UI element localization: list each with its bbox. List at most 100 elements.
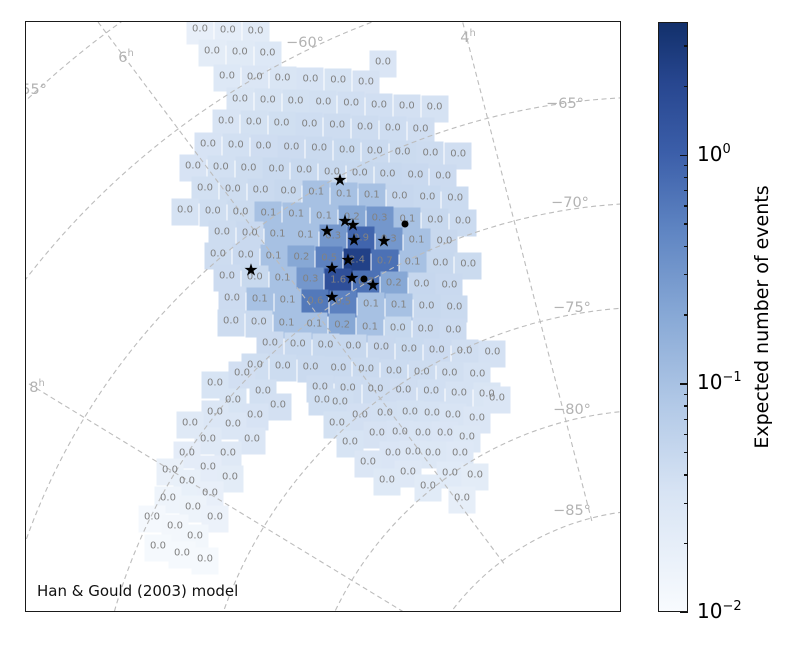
tile-value-label: 0.7 xyxy=(376,255,393,267)
tile-value-label: 0.0 xyxy=(366,145,383,157)
tile-value-label: 0.0 xyxy=(371,99,387,110)
tile-value-label: 0.0 xyxy=(259,47,276,59)
tile-value-label: 0.1 xyxy=(260,207,277,219)
tile-value-label: 0.0 xyxy=(212,161,229,173)
heatmap-tile xyxy=(351,115,379,142)
event-star-marker: ★ xyxy=(243,260,259,281)
tile-value-label: 0.0 xyxy=(144,511,160,523)
tile-value-label: 0.0 xyxy=(469,368,486,380)
heatmap-tile xyxy=(373,468,401,496)
tile-value-label: 0.0 xyxy=(179,475,195,487)
event-star-marker: ★ xyxy=(340,250,356,271)
tile-value-label: 0.0 xyxy=(423,385,440,397)
tile-value-label: 0.1 xyxy=(274,272,291,284)
tile-value-label: 0.0 xyxy=(401,343,417,354)
tile-value-label: 0.0 xyxy=(192,23,208,35)
tile-value-label: 0.0 xyxy=(227,139,244,151)
tile-value-label: 0.1 xyxy=(308,186,325,198)
tile-value-label: 0.0 xyxy=(351,167,368,179)
tile-value-label: 0.0 xyxy=(352,409,368,421)
tile-value-label: 0.0 xyxy=(405,446,421,458)
tile-value-label: 0.0 xyxy=(200,138,216,150)
tile-value-label: 0.0 xyxy=(197,182,213,194)
tile-value-label: 0.0 xyxy=(289,338,306,350)
tile-value-label: 0.0 xyxy=(402,406,418,418)
tile-value-label: 0.0 xyxy=(445,409,461,421)
colorbar-minor-tick xyxy=(683,405,688,407)
tile-value-label: 0.0 xyxy=(247,25,264,37)
heatmap-tile xyxy=(240,110,268,138)
tile-value-label: 0.0 xyxy=(441,279,458,291)
heatmap-tile xyxy=(246,287,274,315)
tile-value-label: 0.0 xyxy=(417,323,434,335)
tile-labels-layer: 0.0 0.0 0.0 0.0 0.0 0.0 0.0 0.0 0.0 0.0 0.0 0.0 0.0 0… xyxy=(26,22,620,611)
event-star-marker: ★ xyxy=(345,215,361,236)
event-star-marker: ★ xyxy=(376,231,392,252)
tile-value-label: 0.0 xyxy=(280,185,297,197)
tile-value-label: 0.0 xyxy=(283,141,300,153)
tile-value-label: 0.0 xyxy=(467,469,483,481)
tile-value-label: 0.1 xyxy=(251,293,268,305)
event-markers-layer: ★ ★ ★ ★ ★ ★ ★ ★ ★ ★ ★ ★ xyxy=(26,22,620,611)
tile-value-label: 0.0 xyxy=(234,367,250,379)
tile-value-label: 0.0 xyxy=(204,45,220,57)
tile-value-label: 0.0 xyxy=(447,192,464,204)
tile-value-label: 0.0 xyxy=(179,447,195,459)
model-annotation: Han & Gould (2003) model xyxy=(37,582,239,600)
tile-value-label: 0.0 xyxy=(389,322,406,334)
tile-value-label: 0.0 xyxy=(329,417,345,429)
tile-value-label: 0.0 xyxy=(339,382,356,394)
tile-value-label: 0.0 xyxy=(273,117,290,129)
tile-value-label: 0.0 xyxy=(225,394,241,406)
colorbar-major-tick xyxy=(680,612,688,614)
tile-value-label: 0.0 xyxy=(237,249,254,261)
tile-value-label: 0.0 xyxy=(392,426,408,438)
tile-value-label: 0.0 xyxy=(200,433,216,445)
tile-value-label: 0.0 xyxy=(413,278,430,290)
colorbar-tick-label: 10−2 xyxy=(697,598,742,623)
colorbar-tick-label: 10−1 xyxy=(697,370,742,395)
tile-value-label: 0.0 xyxy=(220,447,236,459)
event-star-marker: ★ xyxy=(346,230,362,251)
heatmap-tile xyxy=(138,505,166,533)
tile-value-label: 0.0 xyxy=(223,315,239,327)
tile-value-label: 0.0 xyxy=(426,101,443,113)
tile-value-label: 0.0 xyxy=(345,340,362,352)
tile-value-label: 0.5 xyxy=(321,252,338,264)
tile-value-label: 0.0 xyxy=(441,367,458,379)
tile-value-label: 0.0 xyxy=(315,96,332,108)
dec-label: −55° xyxy=(26,82,47,98)
tile-value-label: 0.0 xyxy=(413,366,430,378)
tile-value-label: 0.0 xyxy=(232,93,248,105)
heatmap-tile xyxy=(168,541,196,569)
tile-value-label: 0.0 xyxy=(204,205,221,217)
heatmap-tile xyxy=(213,64,241,92)
tile-value-label: 0.0 xyxy=(302,361,319,373)
colorbar-minor-tick xyxy=(683,85,688,88)
tile-value-label: 0.9 xyxy=(353,232,369,243)
heatmap-tile xyxy=(212,109,240,137)
tile-value-label: 0.0 xyxy=(207,377,223,389)
colorbar-axis-label: Expected number of events xyxy=(751,185,773,449)
tile-value-label: 0.1 xyxy=(265,250,282,262)
tile-value-label: 0.0 xyxy=(274,360,291,372)
tile-value-label: 0.0 xyxy=(270,399,286,411)
colorbar-minor-tick xyxy=(683,176,688,179)
colorbar-minor-tick xyxy=(683,502,688,505)
tile-value-label: 0.0 xyxy=(456,345,473,357)
tile-value-label: 0.0 xyxy=(200,461,216,473)
tile-value-label: 0.1 xyxy=(269,228,286,240)
colorbar-major-tick xyxy=(680,383,688,385)
tile-value-label: 0.1 xyxy=(278,317,295,329)
tile-value-label: 0.1 xyxy=(408,234,425,246)
tile-value-label: 0.2 xyxy=(293,251,310,263)
tile-value-label: 0.0 xyxy=(222,471,238,483)
tile-value-label: 0.0 xyxy=(219,70,235,82)
tile-value-label: 0.0 xyxy=(412,123,429,135)
colorbar-minor-tick xyxy=(683,314,688,316)
tile-value-label: 0.0 xyxy=(185,501,201,513)
heatmap-tile xyxy=(295,112,323,140)
tile-value-label: 0.0 xyxy=(241,227,258,239)
event-star-marker: ★ xyxy=(324,258,340,279)
